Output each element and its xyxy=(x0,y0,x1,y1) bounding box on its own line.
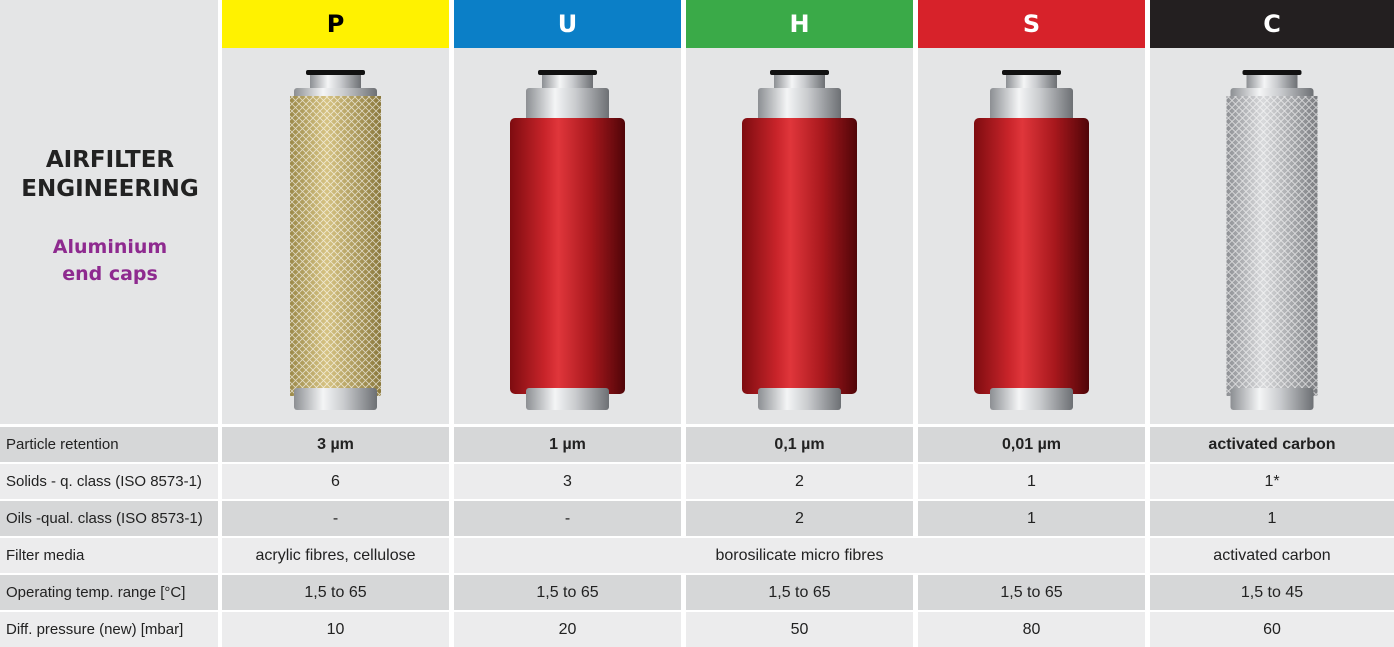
title: AIRFILTER ENGINEERING xyxy=(21,147,199,202)
table-cell: - xyxy=(454,501,681,536)
table-cell: - xyxy=(222,501,449,536)
filter-image xyxy=(454,48,681,424)
table-cell: 60 xyxy=(1150,612,1394,647)
row-label: Filter media xyxy=(0,538,218,573)
table-cell: 10 xyxy=(222,612,449,647)
title-panel: AIRFILTER ENGINEERING Aluminium end caps xyxy=(0,0,218,424)
subtitle: Aluminium end caps xyxy=(52,236,168,285)
table-cell: 0,1 µm xyxy=(686,427,913,462)
column-header: H xyxy=(686,0,913,48)
filter xyxy=(290,70,381,410)
table-cell: 1,5 to 65 xyxy=(222,575,449,610)
column-header: U xyxy=(454,0,681,48)
filter-image xyxy=(918,48,1145,424)
table-cell: 1,5 to 65 xyxy=(454,575,681,610)
row-label: Oils -qual. class (ISO 8573-1) xyxy=(0,501,218,536)
table-cell: 6 xyxy=(222,464,449,499)
column-header: P xyxy=(222,0,449,48)
filter-image xyxy=(686,48,913,424)
table-cell: 3 xyxy=(454,464,681,499)
table-cell: 1,5 to 65 xyxy=(686,575,913,610)
row-label: Diff. pressure (new) [mbar] xyxy=(0,612,218,647)
column-header: S xyxy=(918,0,1145,48)
filter xyxy=(742,70,857,410)
table-cell: 2 xyxy=(686,464,913,499)
table-cell: acrylic fibres, cellulose xyxy=(222,538,449,573)
table-cell: 1 xyxy=(918,464,1145,499)
table-cell: 3 µm xyxy=(222,427,449,462)
table-cell: 1,5 to 65 xyxy=(918,575,1145,610)
column-header: C xyxy=(1150,0,1394,48)
table-cell: borosilicate micro fibres xyxy=(454,538,1145,573)
table-cell: 1 µm xyxy=(454,427,681,462)
table-cell: 1 xyxy=(1150,501,1394,536)
row-label: Operating temp. range [°C] xyxy=(0,575,218,610)
table-cell: 1* xyxy=(1150,464,1394,499)
table-cell: 0,01 µm xyxy=(918,427,1145,462)
table-cell: 2 xyxy=(686,501,913,536)
filter xyxy=(1226,70,1318,410)
row-label: Solids - q. class (ISO 8573-1) xyxy=(0,464,218,499)
table-cell: 50 xyxy=(686,612,913,647)
table-cell: 1 xyxy=(918,501,1145,536)
filter-image xyxy=(222,48,449,424)
table-cell: 1,5 to 45 xyxy=(1150,575,1394,610)
table-cell: activated carbon xyxy=(1150,538,1394,573)
table-cell: 20 xyxy=(454,612,681,647)
filter-image xyxy=(1150,48,1394,424)
filter xyxy=(974,70,1089,410)
filter xyxy=(510,70,625,410)
table-cell: activated carbon xyxy=(1150,427,1394,462)
table-cell: 80 xyxy=(918,612,1145,647)
row-label: Particle retention xyxy=(0,427,218,462)
